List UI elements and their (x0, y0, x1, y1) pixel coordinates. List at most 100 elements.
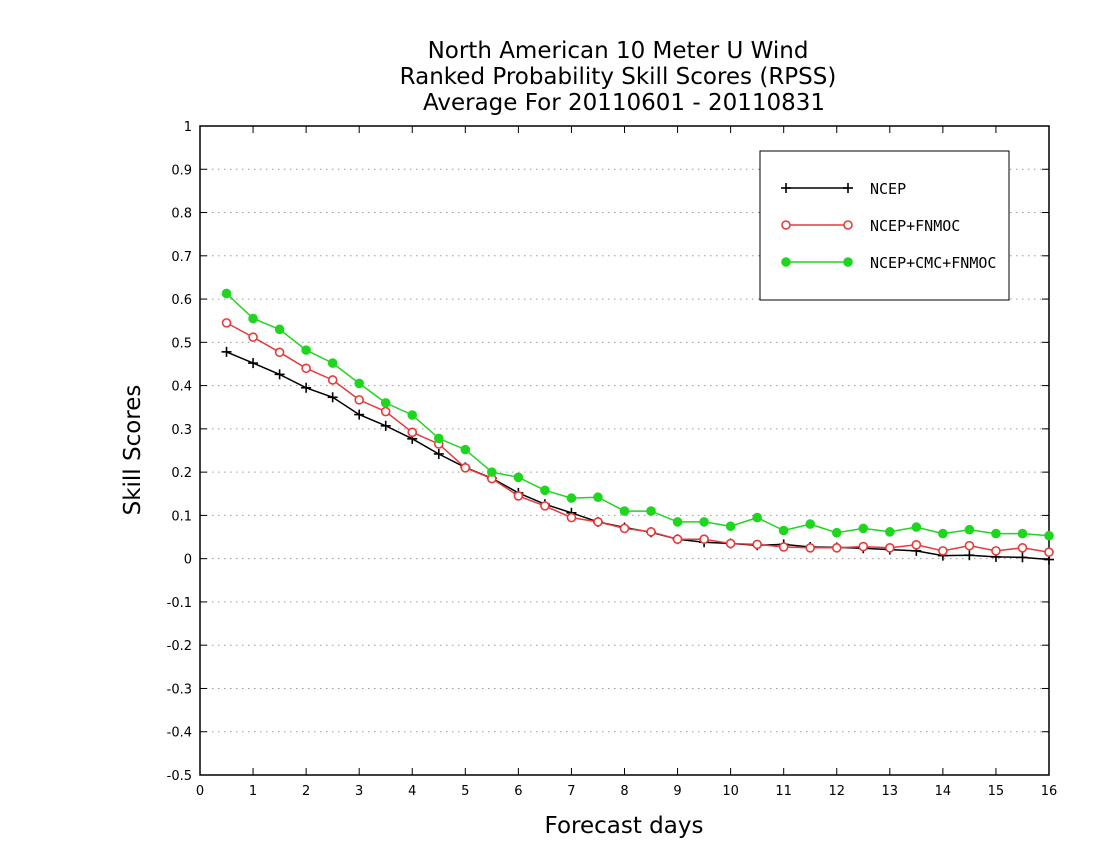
data-point (991, 546, 1001, 556)
x-tick-label: 9 (673, 784, 681, 799)
data-point (1017, 528, 1028, 539)
data-point (407, 427, 418, 438)
data-point (566, 512, 577, 523)
series-line (226, 351, 1050, 561)
data-point (301, 382, 312, 393)
data-point (672, 534, 683, 544)
data-point (380, 420, 391, 431)
data-point (805, 519, 816, 529)
x-tick-label: 6 (514, 784, 522, 799)
data-point (301, 363, 311, 374)
data-point (433, 448, 444, 459)
series-ncep-fnmoc (221, 318, 1054, 557)
data-point (327, 375, 338, 385)
y-tick-label: 0.4 (171, 380, 192, 395)
data-point (619, 523, 630, 534)
y-tick-label: 0.7 (171, 250, 192, 265)
data-point (327, 358, 338, 368)
series-ncep (221, 346, 1054, 565)
y-tick-label: -0.3 (167, 682, 192, 697)
data-point (725, 521, 736, 532)
data-point (274, 324, 285, 335)
data-point (672, 517, 683, 527)
data-point (778, 525, 789, 536)
chart-title: North American 10 Meter U Wind Ranked Pr… (400, 38, 837, 116)
data-point (699, 534, 709, 544)
data-point (1044, 547, 1054, 557)
x-tick-label: 3 (355, 784, 363, 799)
data-point (540, 501, 550, 511)
data-point (460, 444, 471, 455)
x-tick-label: 12 (828, 784, 845, 799)
data-point (725, 538, 736, 549)
chart-title-line-3: Average For 20110601 - 20110831 (423, 90, 825, 116)
series-ncep-cmc-fnmoc (221, 288, 1054, 541)
data-point (831, 527, 842, 538)
legend-marker (781, 183, 791, 193)
data-point (858, 523, 869, 534)
chart-title-line-1: North American 10 Meter U Wind (428, 38, 809, 64)
axes: -0.5 -0.4 -0.3 -0.2 -0.1 0 0.1 0.2 0.3 0.4 0.5 0.6 0… (167, 120, 1058, 799)
data-point (1017, 543, 1028, 553)
data-point (274, 369, 285, 380)
legend-marker (781, 257, 791, 267)
data-point (911, 540, 922, 550)
x-tick-label: 10 (722, 784, 739, 799)
y-tick-label: 0.6 (171, 293, 192, 308)
data-point (380, 398, 391, 408)
y-tick-label: 0.1 (171, 509, 192, 524)
y-axis-title: Skill Scores (120, 385, 146, 516)
y-tick-label: -0.1 (167, 596, 192, 611)
y-tick-label: -0.4 (167, 726, 192, 741)
data-point (885, 543, 895, 553)
data-point (487, 467, 497, 477)
y-tick-label: 0.3 (171, 423, 192, 438)
data-point (752, 539, 762, 550)
data-point (858, 541, 869, 552)
data-point (301, 345, 311, 355)
x-tick-label: 14 (935, 784, 952, 799)
legend-entry: NCEP+CMC+FNMOC (781, 254, 996, 272)
legend-label: NCEP (870, 180, 906, 198)
y-tick-label: -0.5 (167, 769, 192, 784)
data-point (221, 346, 232, 357)
y-tick-label: 0 (184, 553, 192, 568)
data-point (646, 506, 656, 516)
data-point (221, 318, 232, 328)
data-point (248, 332, 258, 342)
data-point (964, 550, 975, 561)
legend-marker (843, 220, 853, 230)
y-tick-label: 0.9 (171, 163, 192, 178)
data-point (699, 517, 709, 527)
y-tick-label: -0.2 (167, 639, 192, 654)
data-point (248, 313, 258, 324)
legend-entry: NCEP (781, 180, 906, 198)
data-point (778, 542, 789, 552)
data-point (274, 347, 285, 358)
x-tick-label: 7 (567, 784, 575, 799)
legend-label: NCEP+CMC+FNMOC (870, 254, 996, 272)
legend: NCEP NCEP+FNMOC NCEP+CMC+FNMOC (759, 150, 1010, 301)
data-point (354, 409, 365, 420)
data-point (1017, 552, 1028, 563)
data-point (911, 522, 922, 532)
x-axis-title: Forecast days (545, 813, 704, 839)
series-line (225, 292, 1050, 537)
data-point (407, 410, 418, 420)
data-point (831, 543, 842, 553)
y-tick-label: 0.2 (171, 466, 192, 481)
y-tick-label: 0.8 (171, 207, 192, 222)
data-point (964, 524, 975, 535)
legend-marker (843, 183, 853, 193)
data-point (540, 485, 550, 496)
x-tick-label: 13 (882, 784, 899, 799)
x-tick-label: 2 (302, 784, 310, 799)
data-point (221, 288, 232, 299)
data-point (593, 517, 603, 527)
series-line (226, 322, 1050, 553)
data-point (646, 527, 656, 537)
data-point (566, 493, 577, 503)
legend-marker (781, 220, 791, 230)
x-tick-label: 11 (775, 784, 792, 799)
